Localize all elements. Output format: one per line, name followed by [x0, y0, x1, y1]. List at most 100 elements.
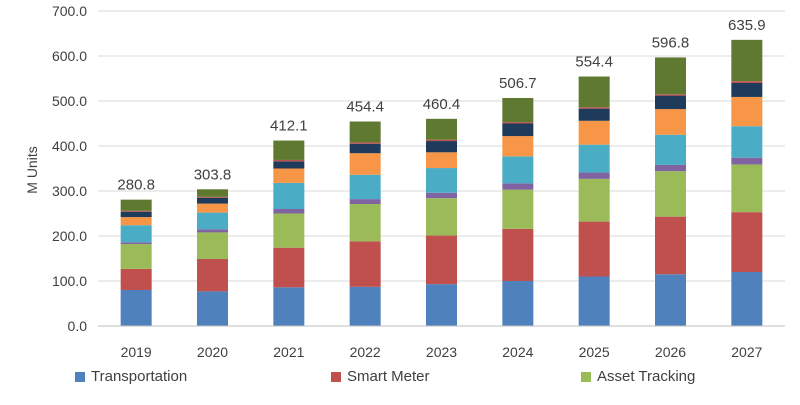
bar-segment [349, 153, 381, 175]
bar-segment [273, 182, 305, 209]
bar-segment [120, 210, 152, 212]
bar-segment [731, 164, 763, 213]
x-tick-label: 2022 [350, 344, 381, 360]
bar-segment [426, 168, 457, 193]
bar-segment [120, 290, 152, 326]
bar-segment [578, 144, 610, 173]
bar-segment [502, 183, 534, 190]
bar-segment [655, 274, 686, 326]
chart-legend: Transportation Smart Meter Asset Tracking [0, 368, 800, 392]
x-tick-label: 2027 [731, 344, 762, 360]
bar-segment [349, 143, 381, 154]
bar-segment [273, 140, 305, 160]
axes: 0.0 100.0 200.0 300.0 400.0 500.0 600.0 700.0 20… [52, 3, 785, 360]
y-tick-label: 500.0 [52, 93, 87, 109]
bar-segment [426, 139, 457, 142]
bar-segment [197, 232, 228, 259]
legend-label: Smart Meter [347, 368, 430, 385]
bar-segment [426, 152, 457, 169]
bar-segment [578, 221, 610, 277]
bar-segment [731, 157, 763, 165]
bar-segment [426, 198, 457, 236]
y-tick-label: 600.0 [52, 48, 87, 64]
total-data-label: 303.8 [194, 166, 232, 183]
bar-segment [120, 268, 152, 290]
x-tick-label: 2020 [197, 344, 228, 360]
legend-swatch [331, 371, 341, 382]
legend-label: Transportation [91, 368, 188, 385]
bar-segment [426, 284, 457, 326]
bar-segment [349, 121, 381, 143]
legend-swatch [75, 371, 85, 382]
legend-item: Transportation [75, 368, 187, 385]
bar-segment [502, 189, 534, 229]
bar-segment [120, 225, 152, 243]
bar-segment [120, 211, 152, 218]
bar-segment [731, 83, 763, 97]
bar-segment [502, 97, 534, 123]
legend-label: Asset Tracking [597, 368, 696, 385]
bar-segment [120, 199, 152, 211]
bar-segment [655, 134, 686, 165]
bar-segment [655, 109, 686, 135]
bar-segment [731, 126, 763, 158]
bar-segment [197, 212, 228, 230]
bar-segment [655, 95, 686, 110]
bar-segment [655, 164, 686, 172]
total-data-label: 412.1 [270, 118, 308, 135]
bar-segment [197, 291, 228, 326]
bar-segment [273, 168, 305, 183]
bar-segment [273, 159, 305, 162]
bar-segment [273, 247, 305, 288]
y-tick-label: 300.0 [52, 183, 87, 199]
bar-segment [426, 141, 457, 153]
bar-segment [197, 203, 228, 213]
total-data-label: 454.4 [346, 99, 384, 116]
bar-segment [197, 189, 228, 197]
bar-segment [349, 142, 381, 144]
bar-segment [502, 136, 534, 157]
y-tick-label: 200.0 [52, 228, 87, 244]
total-labels: 280.8 303.8 412.1 454.4 460.4 506.7 554.4 596.8… [117, 17, 765, 194]
bar-segment [197, 229, 228, 233]
x-tick-label: 2026 [655, 344, 686, 360]
bar-segment [349, 241, 381, 287]
bar-segment [578, 76, 610, 108]
bar-segment [502, 228, 534, 281]
bar-segment [578, 276, 610, 326]
bar-segment [197, 258, 228, 292]
bar-segment [273, 161, 305, 169]
bar-segment [502, 281, 534, 326]
total-data-label: 506.7 [499, 75, 537, 92]
bar-segment [578, 120, 610, 145]
total-data-label: 460.4 [423, 96, 461, 113]
total-data-label: 635.9 [728, 17, 766, 34]
bar-segment [273, 209, 305, 214]
legend-item: Smart Meter [331, 368, 430, 385]
y-axis-title: M Units [24, 146, 40, 193]
bar-segment [120, 242, 152, 245]
bar-segment [349, 174, 381, 200]
total-data-label: 554.4 [575, 54, 613, 71]
bar-segment [731, 96, 763, 127]
bar-segment [197, 197, 228, 204]
y-tick-label: 700.0 [52, 3, 87, 19]
bar-segment [731, 39, 763, 82]
total-data-label: 280.8 [117, 177, 155, 194]
bar-segment [197, 196, 228, 198]
bar-segment [731, 272, 763, 326]
bar-segment [426, 192, 457, 199]
bar-segment [731, 81, 763, 83]
bar-segment [349, 286, 381, 326]
bar-segment [426, 118, 457, 140]
y-tick-label: 0.0 [68, 318, 88, 334]
x-tick-label: 2023 [426, 344, 457, 360]
bar-segment [120, 217, 152, 226]
bar-segment [655, 94, 686, 96]
bar-segment [578, 178, 610, 222]
bar-segment [273, 287, 305, 326]
bar-segment [578, 107, 610, 109]
total-data-label: 596.8 [652, 34, 690, 51]
